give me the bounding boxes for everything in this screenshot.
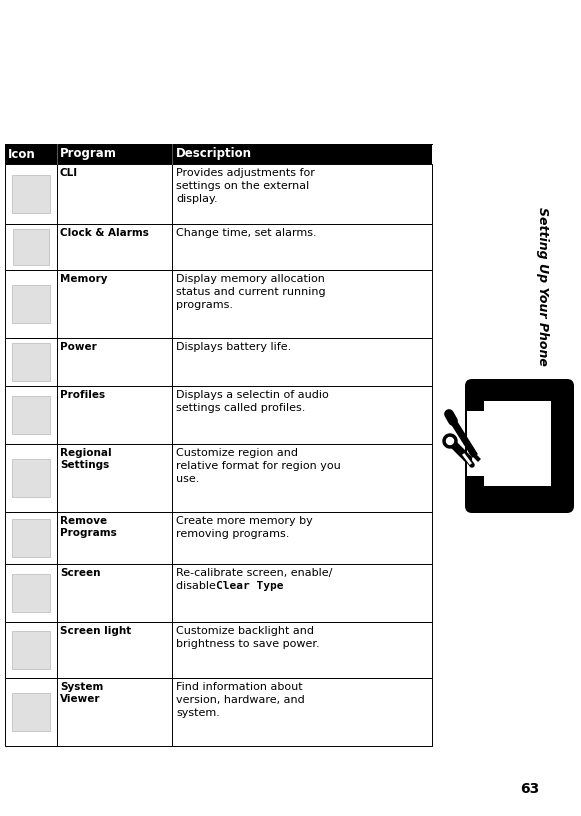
Bar — [5, 386, 432, 444]
Text: Clear Type: Clear Type — [216, 581, 284, 591]
Text: Display memory allocation
status and current running
programs.: Display memory allocation status and cur… — [176, 274, 325, 309]
Text: Program: Program — [60, 148, 117, 161]
Bar — [467, 411, 489, 476]
Polygon shape — [443, 434, 457, 448]
Text: Find information about
version, hardware, and
system.: Find information about version, hardware… — [176, 682, 305, 717]
Bar — [5, 270, 432, 338]
Bar — [5, 512, 432, 564]
Bar — [5, 338, 432, 386]
Text: Profiles: Profiles — [60, 390, 105, 400]
Bar — [12, 574, 50, 612]
Bar — [5, 224, 432, 270]
Bar — [5, 564, 432, 622]
Polygon shape — [447, 437, 454, 445]
Text: Change time, set alarms.: Change time, set alarms. — [176, 228, 317, 238]
Bar — [12, 519, 50, 557]
Text: System
Viewer: System Viewer — [60, 682, 103, 704]
Text: Displays battery life.: Displays battery life. — [176, 342, 291, 352]
Bar — [12, 343, 50, 381]
Bar — [12, 285, 50, 323]
Text: Setting Up Your Phone: Setting Up Your Phone — [536, 206, 550, 366]
Bar — [12, 396, 50, 434]
Text: Clock & Alarms: Clock & Alarms — [60, 228, 149, 238]
Bar — [12, 631, 50, 669]
Bar — [5, 444, 432, 512]
Text: Screen light: Screen light — [60, 626, 131, 636]
Bar — [484, 401, 551, 486]
Text: Description: Description — [176, 148, 252, 161]
Bar — [12, 175, 50, 213]
Text: Customize backlight and
brightness to save power.: Customize backlight and brightness to sa… — [176, 626, 320, 649]
Text: Icon: Icon — [8, 148, 36, 161]
Text: Screen: Screen — [60, 568, 101, 578]
Bar — [5, 144, 432, 164]
Bar — [13, 229, 49, 265]
Text: disable: disable — [176, 581, 220, 591]
Bar — [5, 678, 432, 746]
Text: Memory: Memory — [60, 274, 107, 284]
Text: Remove
Programs: Remove Programs — [60, 516, 117, 539]
Text: Re-calibrate screen, enable/: Re-calibrate screen, enable/ — [176, 568, 332, 578]
Text: Create more memory by
removing programs.: Create more memory by removing programs. — [176, 516, 313, 539]
Text: Power: Power — [60, 342, 97, 352]
Bar — [12, 693, 50, 731]
FancyBboxPatch shape — [465, 379, 574, 513]
Text: Provides adjustments for
settings on the external
display.: Provides adjustments for settings on the… — [176, 168, 315, 204]
Bar — [5, 622, 432, 678]
Text: Regional
Settings: Regional Settings — [60, 448, 112, 470]
Text: .: . — [278, 581, 282, 591]
Text: Displays a selectin of audio
settings called profiles.: Displays a selectin of audio settings ca… — [176, 390, 329, 413]
Text: CLI: CLI — [60, 168, 78, 178]
Bar — [5, 164, 432, 224]
Text: 63: 63 — [521, 782, 540, 796]
Bar — [12, 459, 50, 497]
Text: Customize region and
relative format for region you
use.: Customize region and relative format for… — [176, 448, 340, 484]
